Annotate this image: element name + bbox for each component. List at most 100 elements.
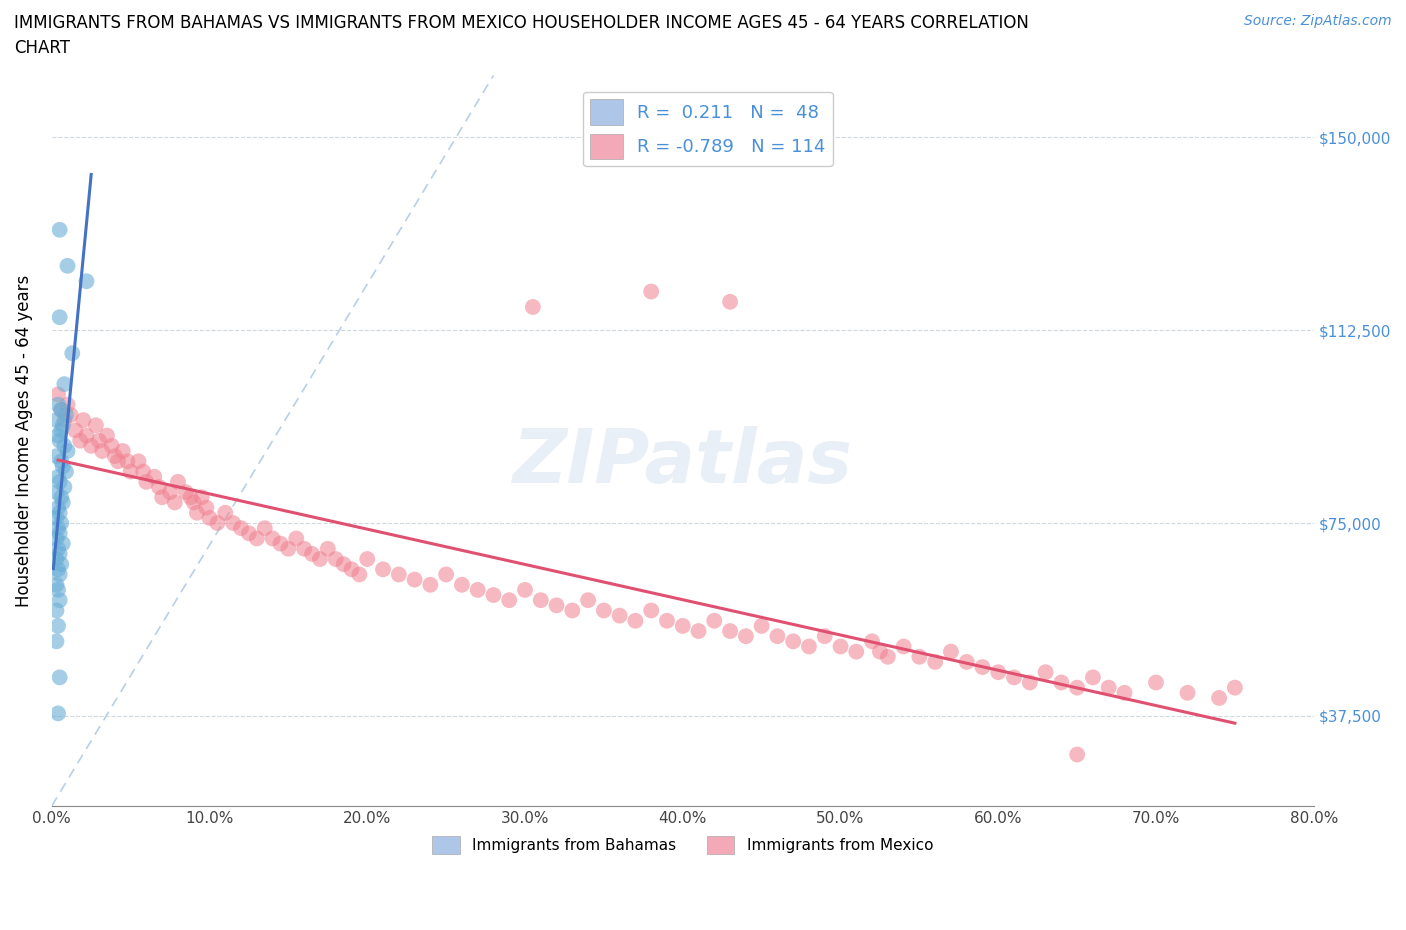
Point (1177, 685, 1199, 700)
Point (163, 495, 186, 510)
Point (55, 464, 77, 479)
Point (371, 562, 394, 577)
Point (546, 598, 568, 613)
Point (1066, 680, 1088, 695)
Point (143, 470, 166, 485)
Point (734, 629, 756, 644)
Point (640, 284, 662, 299)
Point (52, 495, 75, 510)
Point (316, 541, 339, 556)
Point (51, 423, 73, 438)
Point (46, 470, 69, 485)
Point (876, 649, 898, 664)
Point (356, 551, 378, 566)
Point (75, 428, 97, 443)
Point (46, 582, 69, 597)
Point (48, 547, 70, 562)
Point (830, 639, 852, 654)
Point (451, 578, 474, 592)
Point (893, 639, 915, 654)
Point (51, 403, 73, 418)
Point (782, 634, 804, 649)
Point (48, 433, 70, 448)
Point (48, 525, 70, 540)
Point (56, 397, 79, 412)
Point (718, 624, 741, 639)
Point (987, 665, 1010, 680)
Point (48, 310, 70, 325)
Point (135, 474, 157, 489)
Point (51, 490, 73, 505)
Point (1223, 680, 1246, 695)
Point (45, 551, 67, 566)
Point (132, 464, 155, 479)
Point (332, 557, 354, 572)
Point (751, 618, 773, 633)
Point (467, 582, 489, 597)
Text: IMMIGRANTS FROM BAHAMAS VS IMMIGRANTS FROM MEXICO HOUSEHOLDER INCOME AGES 45 - 6: IMMIGRANTS FROM BAHAMAS VS IMMIGRANTS FR… (14, 14, 1029, 32)
Point (624, 613, 647, 628)
Point (285, 531, 308, 546)
Point (498, 592, 520, 607)
Point (107, 454, 129, 469)
Legend: Immigrants from Bahamas, Immigrants from Mexico: Immigrants from Bahamas, Immigrants from… (426, 830, 939, 860)
Point (46, 428, 69, 443)
Point (84, 418, 107, 432)
Point (52, 459, 75, 474)
Point (814, 629, 837, 644)
Point (972, 659, 994, 674)
Point (80, 438, 103, 453)
Point (253, 521, 276, 536)
Point (869, 644, 891, 659)
Point (195, 500, 218, 515)
Point (609, 608, 631, 623)
Point (45, 485, 67, 499)
Point (48, 567, 70, 582)
Point (46, 521, 69, 536)
Point (148, 480, 170, 495)
Point (292, 541, 315, 556)
Point (46, 706, 69, 721)
Point (52, 537, 75, 551)
Point (46, 618, 69, 633)
Point (46, 500, 69, 515)
Point (100, 438, 122, 453)
Point (1144, 675, 1167, 690)
Point (198, 511, 221, 525)
Point (45, 578, 67, 592)
Point (72, 413, 94, 428)
Point (45, 603, 67, 618)
Point (45, 531, 67, 546)
Point (53, 438, 76, 453)
Point (53, 480, 76, 495)
Point (87, 433, 110, 448)
Point (908, 649, 931, 664)
Point (561, 603, 583, 618)
Point (207, 515, 229, 530)
Point (96, 428, 118, 443)
Point (59, 407, 82, 422)
Point (246, 531, 269, 546)
Point (167, 474, 190, 489)
Point (301, 547, 323, 562)
Point (117, 454, 139, 469)
Point (51, 454, 73, 469)
Point (111, 444, 134, 458)
Point (845, 644, 868, 659)
Point (672, 618, 695, 633)
Point (45, 448, 67, 463)
Point (530, 592, 553, 607)
Point (174, 485, 197, 499)
Point (1050, 675, 1073, 690)
Point (48, 222, 70, 237)
Point (51, 403, 73, 418)
Point (956, 655, 979, 670)
Point (1066, 747, 1088, 762)
Point (593, 603, 616, 618)
Point (419, 578, 441, 592)
Point (1114, 685, 1136, 700)
Point (640, 603, 662, 618)
Point (325, 551, 347, 566)
Point (703, 613, 725, 628)
Point (128, 454, 150, 469)
